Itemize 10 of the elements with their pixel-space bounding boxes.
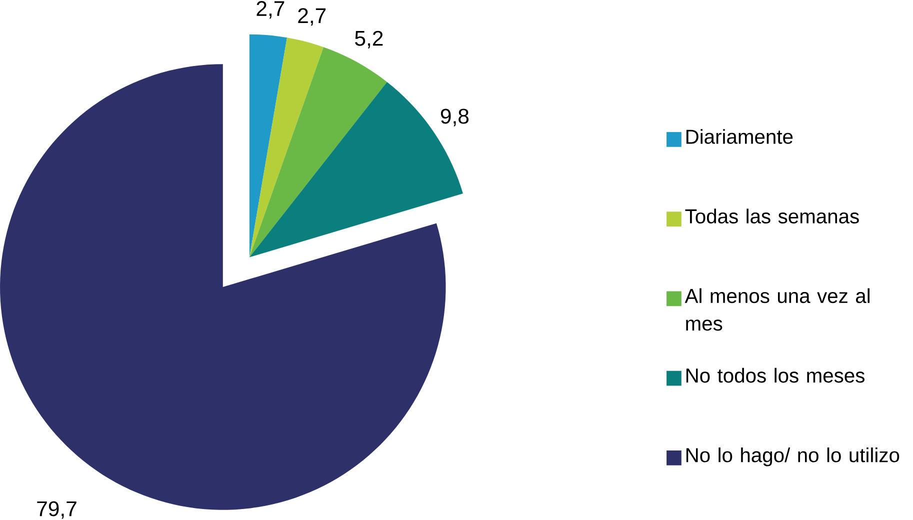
legend-label: Todas las semanas — [685, 208, 859, 224]
data-label: 9,8 — [440, 108, 469, 126]
data-label: 2,7 — [298, 8, 326, 26]
data-label: 2,7 — [256, 1, 284, 19]
data-label: 79,7 — [37, 501, 76, 519]
data-label: 5,2 — [355, 30, 383, 48]
legend-label: Diariamente — [686, 129, 793, 144]
legend-label: Al menos una vez al mes — [684, 288, 870, 331]
legend-label: No lo hago/ no lo utilizo — [686, 448, 900, 466]
legend-label: No todos los meses — [686, 368, 864, 383]
